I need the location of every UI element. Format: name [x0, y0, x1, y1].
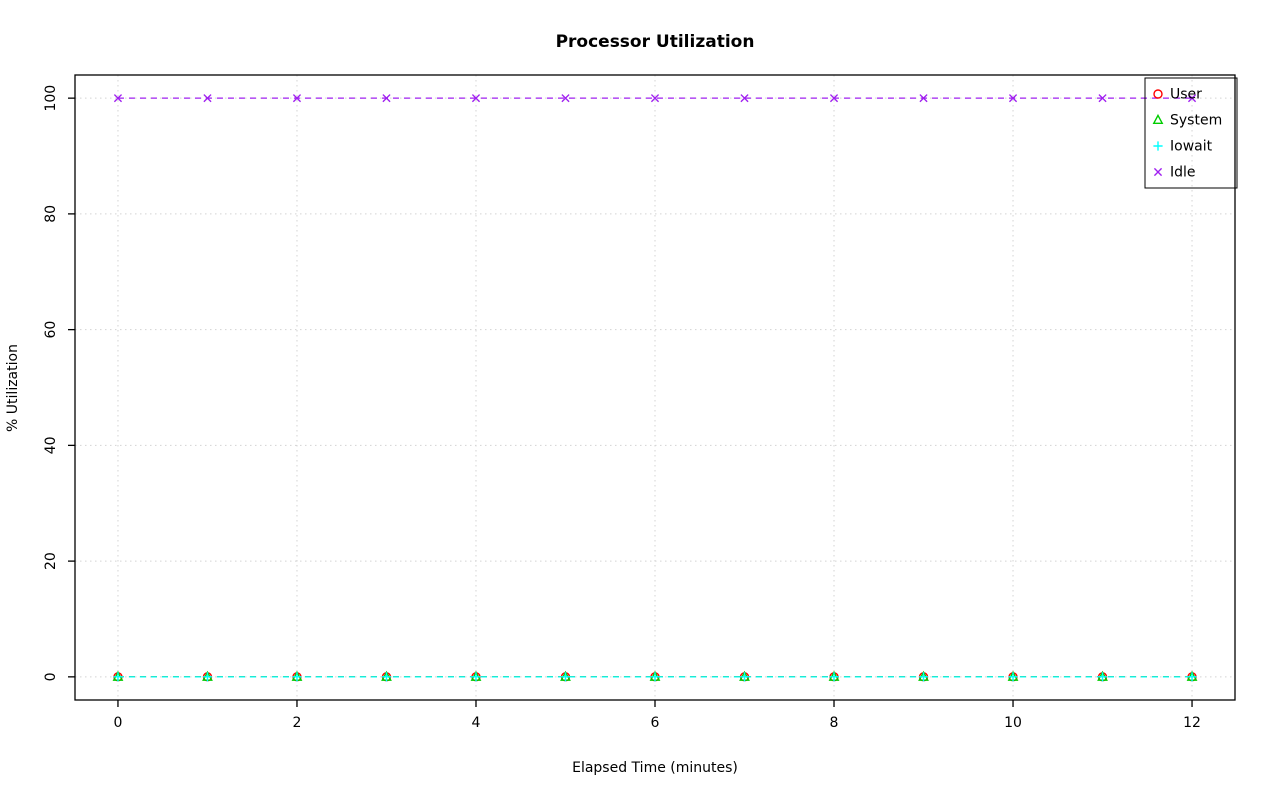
x-marker-icon: [113, 94, 123, 103]
legend-label-user: User: [1170, 87, 1202, 103]
plus-marker-icon: [1187, 672, 1197, 682]
y-tick-label: 0: [43, 672, 59, 681]
x-marker-icon: [650, 94, 660, 103]
plus-marker-icon: [113, 672, 123, 682]
plus-marker-icon: [1097, 672, 1108, 682]
x-tick-label: 8: [830, 715, 839, 731]
x-marker-icon: [1098, 94, 1107, 103]
x-marker-icon: [382, 94, 391, 103]
legend-label-iowait: Iowait: [1170, 139, 1213, 155]
x-marker-icon: [919, 94, 928, 103]
x-marker-icon: [1187, 94, 1197, 103]
plus-marker-icon: [650, 672, 660, 682]
legend-layer: User System Iowait Idle: [1144, 77, 1238, 189]
plus-marker-icon: [829, 672, 839, 682]
x-marker-icon: [561, 94, 570, 103]
x-tick-label: 4: [472, 715, 481, 731]
legend-label-system: System: [1170, 113, 1222, 129]
x-tick-label: 0: [114, 715, 123, 731]
y-axis-label: % Utilization: [5, 344, 21, 432]
x-marker-icon: [292, 94, 302, 103]
plus-marker-icon: [1153, 141, 1163, 151]
x-marker-icon: [740, 94, 749, 103]
x-tick-label: 6: [651, 715, 660, 731]
x-tick-label: 12: [1183, 715, 1201, 731]
x-marker-icon: [203, 94, 212, 103]
plus-marker-icon: [560, 672, 571, 682]
x-tick-label: 2: [293, 715, 302, 731]
plus-marker-icon: [381, 672, 392, 682]
y-tick-label: 60: [43, 321, 59, 339]
plus-marker-icon: [471, 672, 481, 682]
circle-marker-icon: [1153, 89, 1163, 99]
x-marker-icon: [1153, 167, 1163, 177]
plus-marker-icon: [739, 672, 750, 682]
plus-marker-icon: [918, 672, 929, 682]
x-marker-icon: [471, 94, 481, 103]
y-tick-label: 100: [43, 85, 59, 112]
y-tick-label: 20: [43, 552, 59, 570]
plus-marker-icon: [1008, 672, 1018, 682]
chart-title: Processor Utilization: [556, 32, 755, 52]
grid-layer: [75, 75, 1235, 700]
axes-layer: 0 2 4 6 8 10 12 0 20 40 60 80 100: [43, 74, 1236, 731]
plus-marker-icon: [292, 672, 302, 682]
y-tick-label: 80: [43, 205, 59, 223]
triangle-marker-icon: [1152, 113, 1164, 125]
plus-marker-icon: [202, 672, 213, 682]
x-axis-label: Elapsed Time (minutes): [572, 760, 738, 776]
y-tick-label: 40: [43, 436, 59, 454]
legend-box: [1144, 77, 1238, 189]
x-marker-icon: [1008, 94, 1018, 103]
series-iowait: [113, 672, 1197, 682]
x-tick-label: 10: [1004, 715, 1022, 731]
legend-label-idle: Idle: [1170, 165, 1196, 181]
series-idle: [113, 94, 1197, 103]
series-layer: [112, 94, 1198, 682]
x-marker-icon: [829, 94, 839, 103]
